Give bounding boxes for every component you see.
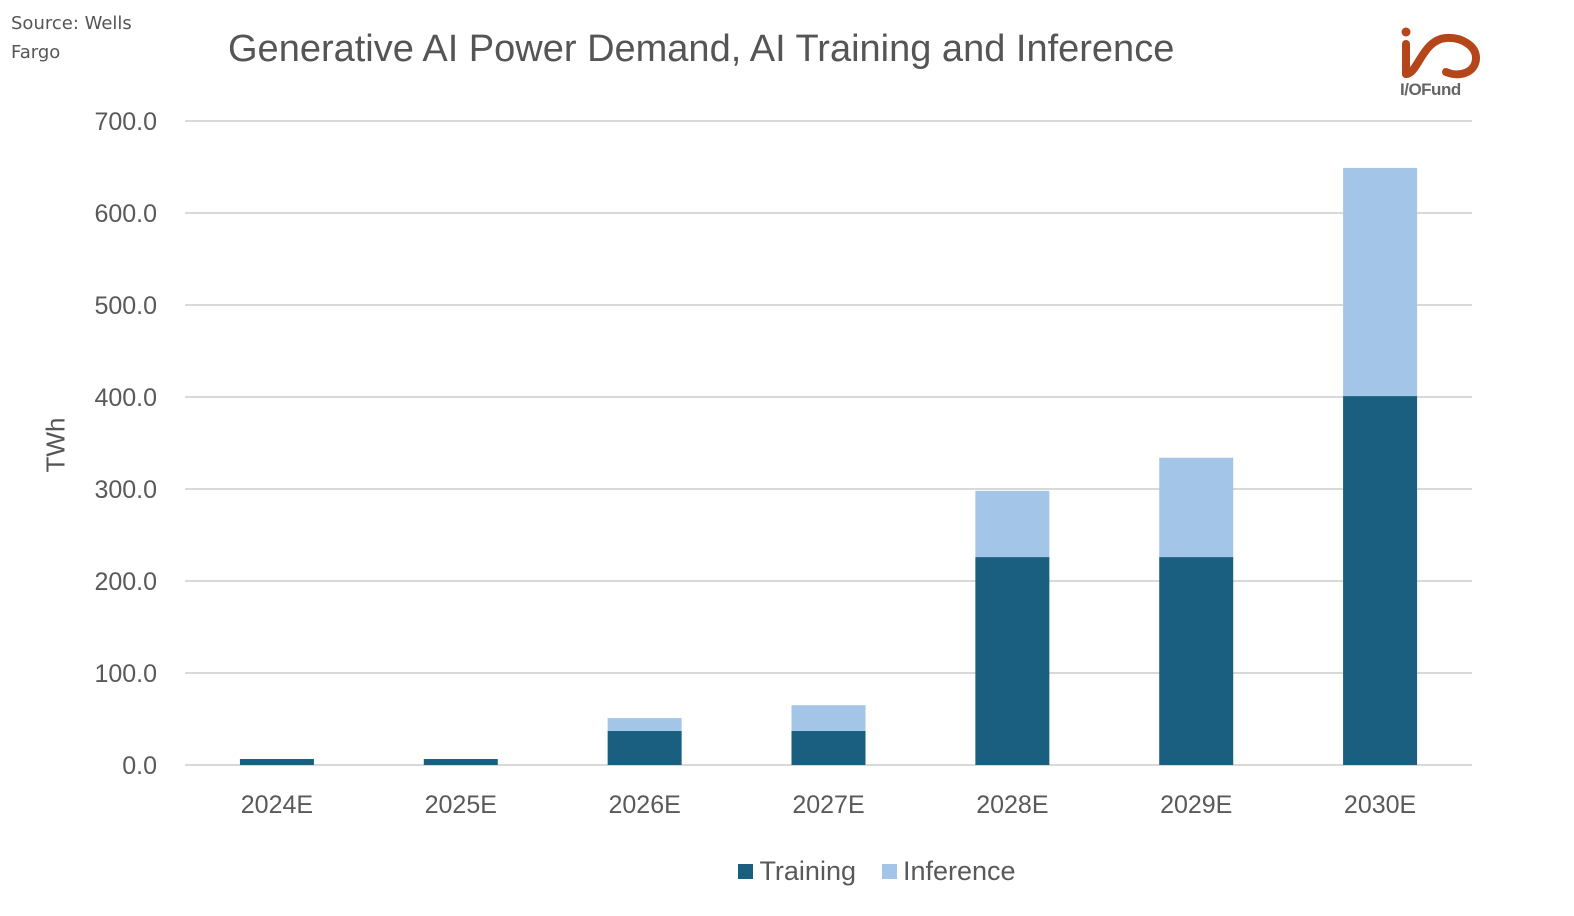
x-tick-label: 2029E	[1160, 791, 1232, 819]
y-tick-label: 500.0	[94, 292, 157, 320]
legend-swatch-training	[738, 864, 754, 879]
legend-label-inference: Inference	[902, 856, 1016, 886]
y-tick-label: 200.0	[94, 568, 157, 596]
legend: Training Inference	[0, 856, 1574, 887]
bar-inference-2027E[interactable]	[791, 705, 866, 731]
bar-training-2030E[interactable]	[1343, 396, 1418, 765]
legend-item-training[interactable]: Training	[738, 856, 856, 887]
x-tick-labels: 2024E 2025E 2026E 2027E 2028E 2029E 2030E	[241, 791, 1416, 819]
bar-training-2029E[interactable]	[1159, 557, 1234, 765]
bars	[239, 167, 1418, 765]
source-note: Source: Wells Fargo	[11, 13, 132, 63]
iofund-logo-icon	[1401, 27, 1481, 79]
bar-inference-2028E[interactable]	[975, 490, 1050, 558]
bar-inference-2030E[interactable]	[1343, 167, 1418, 397]
x-tick-label: 2025E	[425, 791, 497, 819]
legend-swatch-inference	[881, 864, 897, 879]
bar-training-2024E[interactable]	[239, 759, 314, 765]
y-tick-label: 400.0	[94, 384, 157, 412]
bar-inference-2026E[interactable]	[607, 718, 682, 731]
x-tick-label: 2026E	[608, 791, 680, 819]
bar-training-2028E[interactable]	[975, 557, 1050, 765]
y-tick-label: 700.0	[94, 108, 157, 136]
bar-training-2025E[interactable]	[423, 759, 498, 765]
x-tick-label: 2024E	[241, 791, 313, 819]
legend-label-training: Training	[759, 856, 856, 886]
y-tick-label: 0.0	[122, 752, 157, 780]
x-tick-label: 2028E	[976, 791, 1048, 819]
gridlines	[185, 120, 1472, 766]
y-tick-label: 600.0	[94, 200, 157, 228]
legend-item-inference[interactable]: Inference	[881, 856, 1016, 887]
bar-training-2026E[interactable]	[607, 730, 682, 765]
y-tick-labels: 0.0 100.0 200.0 300.0 400.0 500.0 600.0 700.0	[94, 108, 157, 780]
logo-text: I/OFund	[1400, 80, 1461, 99]
y-tick-label: 300.0	[94, 476, 157, 504]
x-tick-label: 2030E	[1344, 791, 1416, 819]
bar-inference-2029E[interactable]	[1159, 457, 1234, 558]
y-tick-label: 100.0	[94, 660, 157, 688]
bar-training-2027E[interactable]	[791, 730, 866, 765]
x-tick-label: 2027E	[792, 791, 864, 819]
chart-title: Generative AI Power Demand, AI Training …	[228, 28, 1175, 70]
